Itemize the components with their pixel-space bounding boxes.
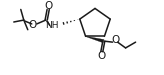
Text: O: O xyxy=(97,51,106,61)
Text: O: O xyxy=(112,35,120,45)
Text: NH: NH xyxy=(45,21,59,30)
Polygon shape xyxy=(86,36,104,43)
Text: O: O xyxy=(29,20,37,30)
Text: O: O xyxy=(44,1,52,11)
